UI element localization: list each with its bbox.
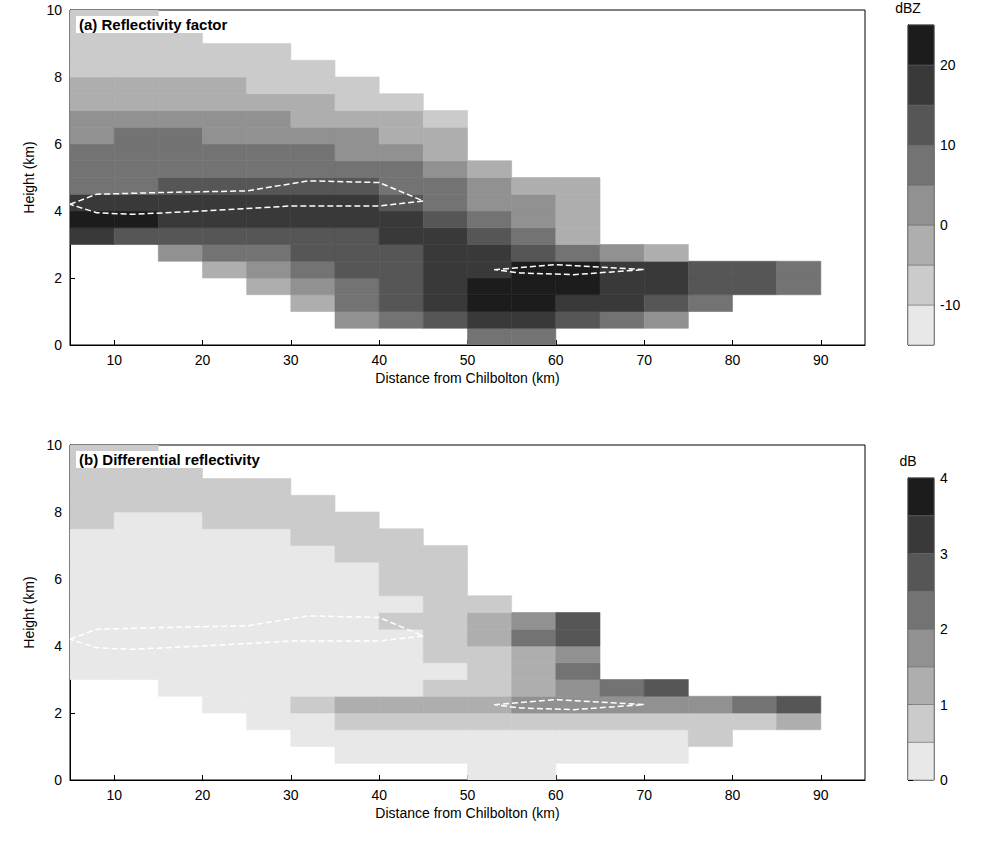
- svg-text:2: 2: [54, 270, 62, 286]
- svg-text:2: 2: [54, 705, 62, 721]
- svg-text:60: 60: [548, 787, 564, 803]
- svg-text:10: 10: [46, 437, 62, 453]
- svg-text:0: 0: [54, 772, 62, 788]
- svg-text:10: 10: [940, 137, 956, 153]
- svg-text:70: 70: [636, 787, 652, 803]
- svg-text:-10: -10: [940, 297, 960, 313]
- svg-text:(a) Reflectivity factor: (a) Reflectivity factor: [79, 16, 228, 33]
- svg-text:2: 2: [940, 621, 948, 637]
- svg-text:40: 40: [371, 352, 387, 368]
- svg-text:4: 4: [54, 203, 62, 219]
- svg-text:50: 50: [460, 352, 476, 368]
- svg-text:1: 1: [940, 697, 948, 713]
- svg-text:Height (km): Height (km): [21, 141, 37, 213]
- svg-text:4: 4: [940, 470, 948, 486]
- svg-text:20: 20: [195, 787, 211, 803]
- svg-text:0: 0: [940, 772, 948, 788]
- svg-text:Distance from Chilbolton (km): Distance from Chilbolton (km): [375, 805, 559, 821]
- svg-text:6: 6: [54, 571, 62, 587]
- svg-text:80: 80: [725, 787, 741, 803]
- svg-text:dBZ: dBZ: [895, 0, 921, 16]
- svg-text:0: 0: [940, 217, 948, 233]
- svg-text:Height (km): Height (km): [21, 576, 37, 648]
- svg-text:6: 6: [54, 136, 62, 152]
- svg-text:dB: dB: [899, 453, 916, 469]
- svg-text:90: 90: [813, 352, 829, 368]
- svg-text:10: 10: [46, 2, 62, 18]
- svg-text:8: 8: [54, 69, 62, 85]
- svg-text:40: 40: [371, 787, 387, 803]
- svg-text:3: 3: [940, 546, 948, 562]
- svg-text:4: 4: [54, 638, 62, 654]
- svg-text:50: 50: [460, 787, 476, 803]
- svg-text:60: 60: [548, 352, 564, 368]
- svg-text:30: 30: [283, 787, 299, 803]
- svg-text:70: 70: [636, 352, 652, 368]
- svg-text:8: 8: [54, 504, 62, 520]
- svg-text:Distance from Chilbolton (km): Distance from Chilbolton (km): [375, 370, 559, 386]
- svg-text:30: 30: [283, 352, 299, 368]
- svg-text:20: 20: [940, 57, 956, 73]
- svg-text:0: 0: [54, 337, 62, 353]
- svg-text:10: 10: [106, 787, 122, 803]
- svg-text:20: 20: [195, 352, 211, 368]
- svg-text:(b) Differential reflectivity: (b) Differential reflectivity: [79, 451, 261, 468]
- svg-text:90: 90: [813, 787, 829, 803]
- svg-text:10: 10: [106, 352, 122, 368]
- svg-text:80: 80: [725, 352, 741, 368]
